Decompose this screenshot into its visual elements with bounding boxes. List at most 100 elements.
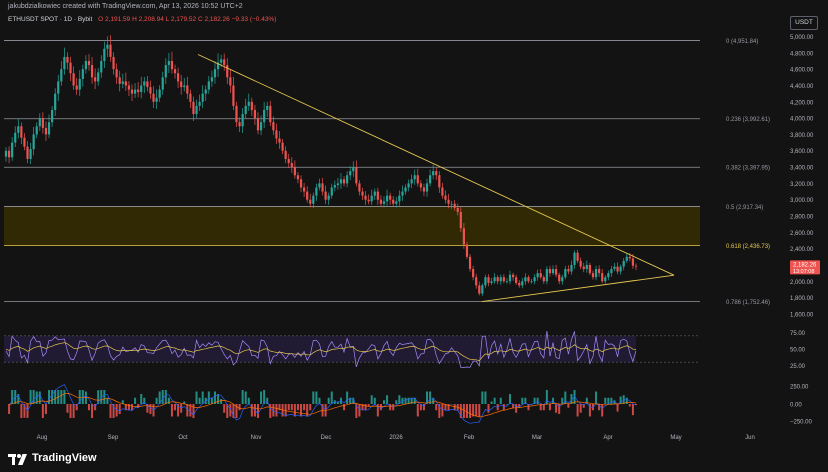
candle-body xyxy=(232,85,235,106)
candle xyxy=(410,174,413,189)
symbol-name[interactable]: ETHUSDT SPOT · 1D · Bybit xyxy=(8,16,93,23)
macd-histogram-bar xyxy=(48,390,51,404)
macd-histogram-bar xyxy=(81,390,84,404)
candle xyxy=(90,57,94,84)
macd-histogram-bar xyxy=(192,404,195,418)
candle xyxy=(613,262,616,272)
macd-histogram-bar xyxy=(241,390,244,404)
candle xyxy=(475,273,478,289)
candle-body xyxy=(588,264,592,274)
fib-golden-zone xyxy=(4,206,700,246)
macd-histogram-bar xyxy=(8,404,11,414)
macd-histogram-bar xyxy=(435,404,438,411)
macd-histogram-bar xyxy=(198,397,201,404)
macd-histogram-bar xyxy=(140,394,143,404)
candle-body xyxy=(416,175,419,184)
macd-histogram-bar xyxy=(367,404,370,407)
candle xyxy=(112,52,115,75)
candle xyxy=(548,265,552,277)
macd-histogram-bar xyxy=(453,404,456,411)
macd-histogram-bar xyxy=(518,404,521,408)
macd-pane: 250.00 0.00 −250.00 xyxy=(8,384,813,426)
macd-histogram-bar xyxy=(579,404,582,413)
candle-body xyxy=(170,61,174,70)
candle-body xyxy=(499,277,502,282)
candle-body xyxy=(333,185,336,188)
macd-histogram-bar xyxy=(29,390,32,404)
candle-body xyxy=(87,61,91,66)
macd-histogram-bar xyxy=(112,404,115,418)
candle-body xyxy=(167,61,170,66)
price-tick-label: 3,800.00 xyxy=(790,133,814,139)
candle-body xyxy=(250,101,253,110)
currency-badge[interactable]: USDT xyxy=(790,16,818,30)
chart-area[interactable]: 0 (4,951.84) 0.236 (3,992.61) 0.382 (3,397… xyxy=(0,0,828,446)
candle xyxy=(542,275,545,284)
candle xyxy=(155,89,158,109)
macd-histogram-bar xyxy=(619,396,622,404)
candle-body xyxy=(103,48,106,62)
macd-histogram-bar xyxy=(401,397,404,404)
candle xyxy=(376,187,379,205)
candle xyxy=(94,68,97,90)
candle-body xyxy=(478,285,481,294)
top-caption-bar: jakubdzialkowiec created with TradingVie… xyxy=(0,0,828,12)
candle xyxy=(358,180,361,196)
candle xyxy=(352,161,355,177)
candle-body xyxy=(401,191,404,196)
macd-histogram-bar xyxy=(103,390,106,404)
macd-histogram-bar xyxy=(17,394,20,404)
macd-histogram-bar xyxy=(23,404,26,418)
candle xyxy=(601,269,604,284)
ohlc-values: O 2,191.59 H 2,208.94 L 2,179.52 C 2,182… xyxy=(98,16,277,23)
candle-body xyxy=(278,138,281,143)
candle-body xyxy=(315,187,318,196)
candle xyxy=(459,207,462,233)
candle xyxy=(438,171,441,193)
price-tick-label: 2,800.00 xyxy=(790,215,814,221)
candle xyxy=(349,166,352,181)
candle-body xyxy=(585,264,588,270)
candle xyxy=(146,75,149,92)
candle xyxy=(287,153,290,169)
time-tick-label: Feb xyxy=(464,435,475,441)
candle xyxy=(299,175,303,193)
candle-body xyxy=(269,105,272,123)
macd-histogram-bar xyxy=(509,394,511,404)
macd-histogram-bar xyxy=(275,404,278,417)
candle-body xyxy=(7,150,11,158)
candle xyxy=(161,71,164,95)
macd-histogram-bar xyxy=(536,397,539,404)
macd-histogram-bar xyxy=(407,397,410,404)
candle xyxy=(195,99,198,118)
candle xyxy=(462,223,466,249)
time-tick-label: Apr xyxy=(603,435,612,441)
candle-body xyxy=(60,69,63,82)
fib-label: 0.236 (3,992.61) xyxy=(726,117,770,123)
candle-body xyxy=(29,149,32,159)
candle xyxy=(539,269,542,280)
macd-histogram-bar xyxy=(545,390,548,404)
candle xyxy=(244,98,247,118)
triangle-trendlines xyxy=(197,54,675,302)
price-tick-label: 3,000.00 xyxy=(790,198,814,204)
macd-histogram-bar xyxy=(542,404,545,411)
macd-histogram-bar xyxy=(131,404,133,411)
macd-histogram-bar xyxy=(223,404,226,413)
candle xyxy=(54,88,57,116)
candle xyxy=(511,272,515,281)
macd-histogram-bar xyxy=(238,404,241,411)
descending-trendline xyxy=(197,54,675,276)
macd-histogram-bar xyxy=(287,404,290,411)
macd-histogram-bar xyxy=(432,397,435,404)
fib-label: 0.382 (3,397.95) xyxy=(726,166,770,172)
candle xyxy=(389,192,392,205)
candle xyxy=(198,94,201,111)
macd-histogram-bar xyxy=(35,391,38,404)
candle-body xyxy=(296,175,300,180)
macd-histogram-bar xyxy=(410,397,413,404)
macd-histogram-bar xyxy=(63,390,66,404)
candle-body xyxy=(72,73,75,86)
candle xyxy=(38,113,41,132)
macd-histogram-bar xyxy=(296,404,299,411)
